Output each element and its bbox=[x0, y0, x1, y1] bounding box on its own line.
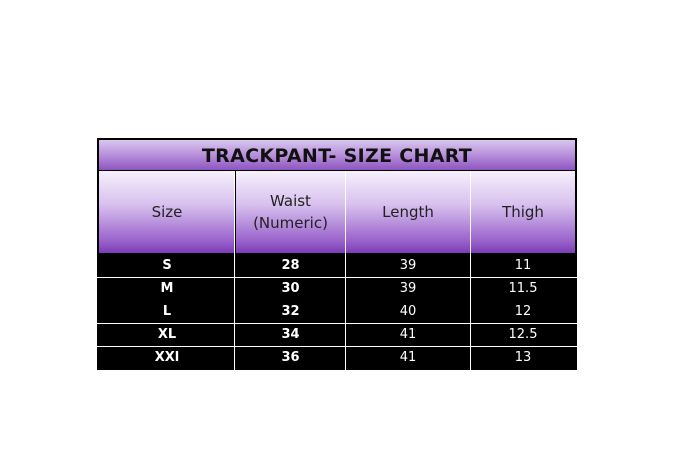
column-header: Length bbox=[346, 171, 470, 253]
table-cell: 40 bbox=[399, 304, 417, 319]
table-cell: 34 bbox=[281, 327, 300, 342]
table-cell: 30 bbox=[281, 281, 300, 296]
table-cell: 11 bbox=[514, 258, 532, 273]
size-chart-table: TRACKPANT- SIZE CHART Size Waist (Numeric… bbox=[97, 138, 577, 370]
table-cell: 39 bbox=[399, 258, 417, 273]
table-cell: 12.5 bbox=[508, 327, 538, 342]
column-divider bbox=[234, 171, 235, 370]
table-cell: 28 bbox=[281, 258, 300, 273]
row-divider bbox=[97, 323, 577, 324]
column-header: Size bbox=[99, 171, 235, 253]
table-cell: 39 bbox=[399, 281, 417, 296]
table-cell: 32 bbox=[281, 304, 300, 319]
column-header: Thigh bbox=[471, 171, 575, 253]
table-cell: 12 bbox=[514, 304, 532, 319]
table-cell: L bbox=[162, 304, 172, 319]
row-divider bbox=[97, 277, 577, 278]
table-cell: 11.5 bbox=[508, 281, 538, 296]
table-cell: 41 bbox=[399, 327, 417, 342]
table-cell: S bbox=[162, 258, 172, 273]
table-cell: XXl bbox=[154, 350, 180, 365]
column-divider bbox=[345, 171, 346, 370]
column-divider bbox=[470, 171, 471, 370]
table-cell: M bbox=[160, 281, 174, 296]
column-header: Waist (Numeric) bbox=[236, 171, 345, 253]
table-title: TRACKPANT- SIZE CHART bbox=[99, 140, 575, 170]
table-cell: 13 bbox=[514, 350, 532, 365]
table-cell: 41 bbox=[399, 350, 417, 365]
table-cell: 36 bbox=[281, 350, 300, 365]
table-cell: XL bbox=[157, 327, 177, 342]
row-divider bbox=[97, 346, 577, 347]
